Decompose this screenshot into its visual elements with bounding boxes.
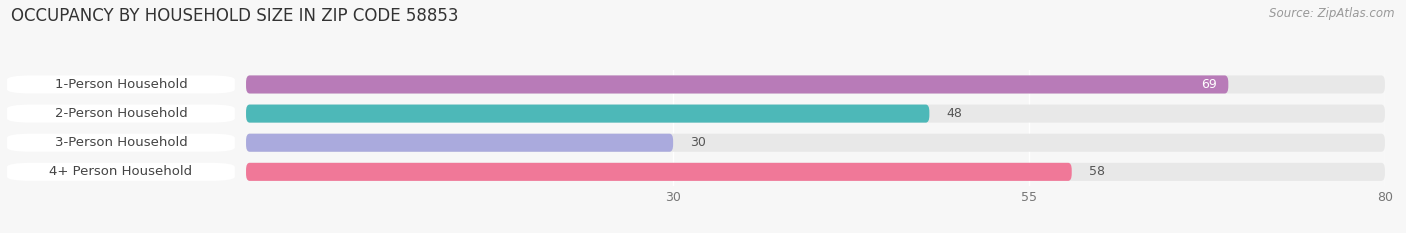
FancyBboxPatch shape [7,163,235,181]
FancyBboxPatch shape [246,134,1385,152]
FancyBboxPatch shape [246,134,673,152]
Text: OCCUPANCY BY HOUSEHOLD SIZE IN ZIP CODE 58853: OCCUPANCY BY HOUSEHOLD SIZE IN ZIP CODE … [11,7,458,25]
Text: Source: ZipAtlas.com: Source: ZipAtlas.com [1270,7,1395,20]
FancyBboxPatch shape [7,75,235,93]
FancyBboxPatch shape [7,105,235,123]
Text: 1-Person Household: 1-Person Household [55,78,187,91]
Text: 4+ Person Household: 4+ Person Household [49,165,193,178]
Text: 30: 30 [690,136,706,149]
Text: 3-Person Household: 3-Person Household [55,136,187,149]
Text: 2-Person Household: 2-Person Household [55,107,187,120]
FancyBboxPatch shape [246,163,1071,181]
FancyBboxPatch shape [246,105,1385,123]
FancyBboxPatch shape [7,134,235,152]
Text: 69: 69 [1201,78,1218,91]
Text: 48: 48 [946,107,962,120]
FancyBboxPatch shape [246,75,1385,93]
FancyBboxPatch shape [246,105,929,123]
FancyBboxPatch shape [246,75,1229,93]
FancyBboxPatch shape [246,163,1385,181]
Text: 58: 58 [1088,165,1105,178]
